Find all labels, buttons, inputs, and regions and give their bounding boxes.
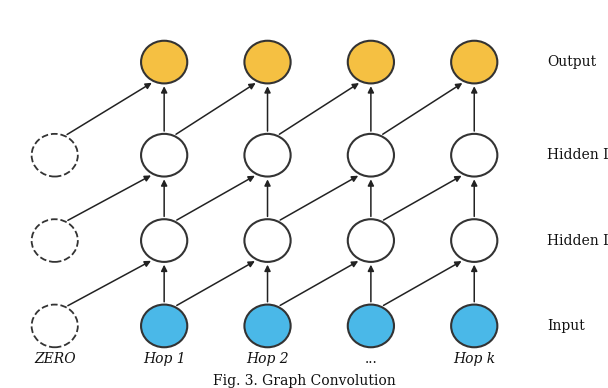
- Ellipse shape: [32, 305, 78, 347]
- Text: ZERO: ZERO: [34, 352, 75, 366]
- Text: Hidden Layer: Hidden Layer: [547, 234, 608, 248]
- Ellipse shape: [32, 219, 78, 262]
- Ellipse shape: [348, 219, 394, 262]
- Ellipse shape: [348, 305, 394, 347]
- Ellipse shape: [141, 219, 187, 262]
- Ellipse shape: [32, 134, 78, 177]
- Ellipse shape: [244, 305, 291, 347]
- Ellipse shape: [244, 134, 291, 177]
- Text: Input: Input: [547, 319, 585, 333]
- Ellipse shape: [244, 41, 291, 83]
- Ellipse shape: [348, 41, 394, 83]
- Text: Hidden Layer: Hidden Layer: [547, 148, 608, 162]
- Ellipse shape: [141, 305, 187, 347]
- Ellipse shape: [348, 134, 394, 177]
- Ellipse shape: [451, 134, 497, 177]
- Text: Hop 2: Hop 2: [246, 352, 289, 366]
- Text: Hop 1: Hop 1: [143, 352, 185, 366]
- Ellipse shape: [141, 41, 187, 83]
- Text: Hop k: Hop k: [453, 352, 496, 366]
- Ellipse shape: [451, 219, 497, 262]
- Text: ...: ...: [365, 352, 377, 366]
- Ellipse shape: [244, 219, 291, 262]
- Ellipse shape: [451, 41, 497, 83]
- Text: Fig. 3. Graph Convolution: Fig. 3. Graph Convolution: [213, 374, 395, 388]
- Ellipse shape: [451, 305, 497, 347]
- Text: Output: Output: [547, 55, 596, 69]
- Ellipse shape: [141, 134, 187, 177]
